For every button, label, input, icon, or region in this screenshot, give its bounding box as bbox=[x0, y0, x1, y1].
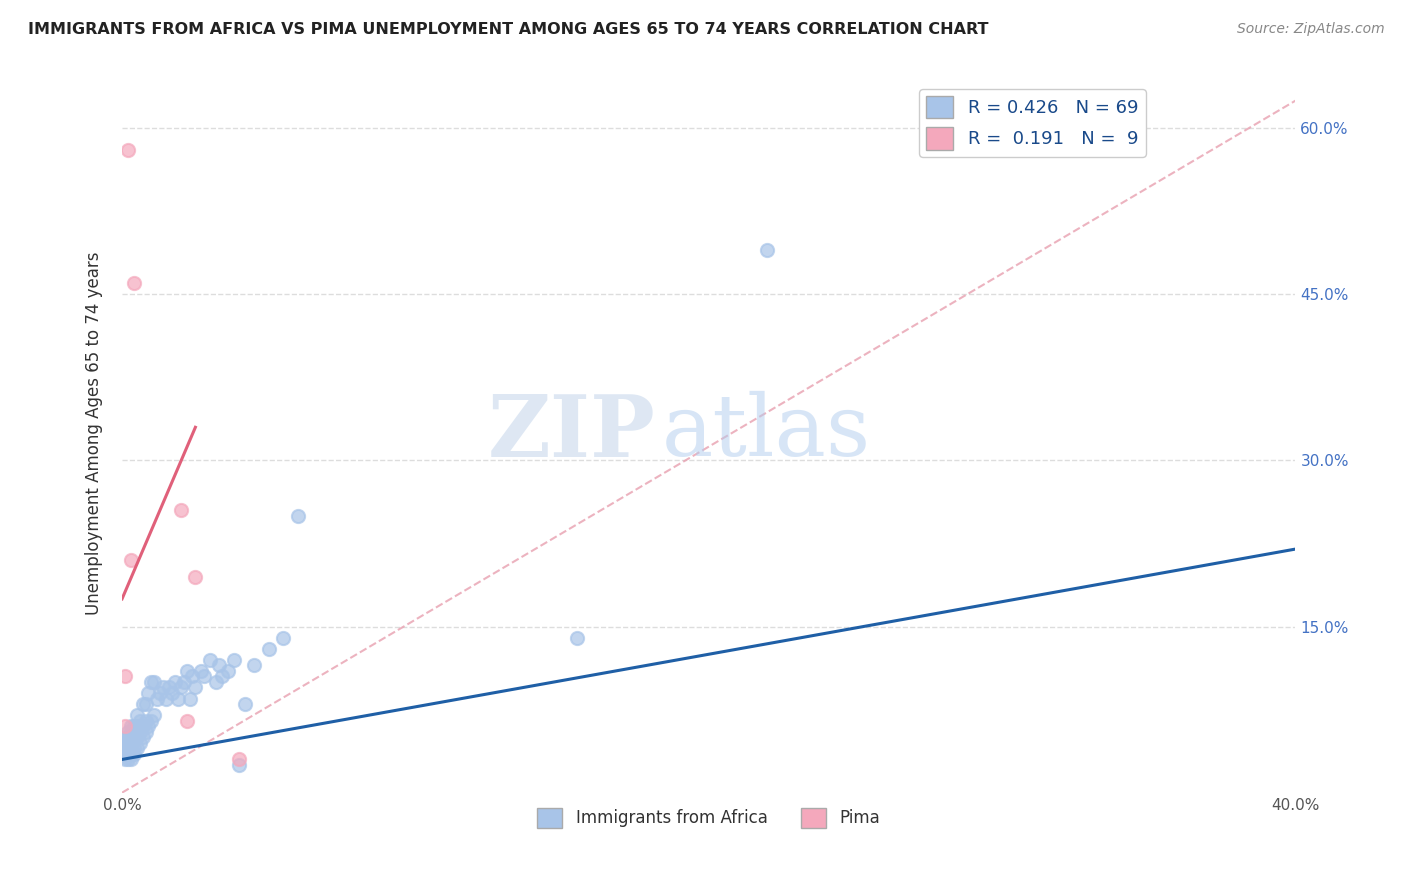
Point bbox=[176, 714, 198, 728]
Point bbox=[117, 724, 139, 739]
Point bbox=[217, 664, 239, 678]
Point bbox=[120, 719, 142, 733]
Point bbox=[228, 752, 250, 766]
Point bbox=[117, 731, 139, 745]
Point bbox=[173, 675, 195, 690]
Point bbox=[163, 675, 186, 690]
Point bbox=[117, 741, 139, 756]
Point bbox=[117, 736, 139, 750]
Point bbox=[141, 675, 163, 690]
Point bbox=[114, 747, 136, 761]
Point bbox=[181, 669, 204, 683]
Point bbox=[125, 708, 148, 723]
Point bbox=[114, 741, 136, 756]
Point bbox=[184, 681, 207, 695]
Point bbox=[138, 686, 160, 700]
Point bbox=[273, 631, 295, 645]
Point bbox=[193, 669, 215, 683]
Point bbox=[149, 686, 172, 700]
Point bbox=[128, 736, 150, 750]
Point bbox=[128, 724, 150, 739]
Point bbox=[122, 277, 145, 291]
Point bbox=[120, 553, 142, 567]
Point bbox=[222, 653, 245, 667]
Point bbox=[243, 658, 266, 673]
Y-axis label: Unemployment Among Ages 65 to 74 years: Unemployment Among Ages 65 to 74 years bbox=[86, 251, 103, 615]
Point bbox=[117, 752, 139, 766]
Legend: Immigrants from Africa, Pima: Immigrants from Africa, Pima bbox=[531, 801, 887, 835]
Point bbox=[228, 758, 250, 772]
Point bbox=[114, 752, 136, 766]
Point bbox=[146, 691, 169, 706]
Point bbox=[134, 714, 156, 728]
Point bbox=[157, 681, 180, 695]
Point bbox=[125, 731, 148, 745]
Point bbox=[211, 669, 233, 683]
Point bbox=[257, 641, 280, 656]
Point bbox=[122, 719, 145, 733]
Point bbox=[128, 714, 150, 728]
Point bbox=[184, 570, 207, 584]
Point bbox=[114, 669, 136, 683]
Point bbox=[134, 697, 156, 711]
Point bbox=[120, 747, 142, 761]
Text: atlas: atlas bbox=[662, 392, 870, 475]
Point bbox=[131, 697, 153, 711]
Point bbox=[120, 741, 142, 756]
Point bbox=[134, 724, 156, 739]
Point bbox=[122, 741, 145, 756]
Point bbox=[155, 691, 177, 706]
Point bbox=[117, 144, 139, 158]
Point bbox=[756, 243, 779, 257]
Point bbox=[170, 503, 193, 517]
Point bbox=[141, 714, 163, 728]
Point bbox=[170, 681, 193, 695]
Point bbox=[125, 719, 148, 733]
Point bbox=[179, 691, 201, 706]
Point bbox=[120, 731, 142, 745]
Point bbox=[160, 686, 183, 700]
Text: Source: ZipAtlas.com: Source: ZipAtlas.com bbox=[1237, 22, 1385, 37]
Point bbox=[131, 719, 153, 733]
Point bbox=[166, 691, 188, 706]
Point bbox=[176, 664, 198, 678]
Point bbox=[565, 631, 588, 645]
Point bbox=[198, 653, 221, 667]
Point bbox=[114, 719, 136, 733]
Point bbox=[120, 724, 142, 739]
Point bbox=[143, 708, 166, 723]
Point bbox=[143, 675, 166, 690]
Point bbox=[152, 681, 174, 695]
Point bbox=[122, 731, 145, 745]
Point bbox=[208, 658, 231, 673]
Point bbox=[233, 697, 256, 711]
Point bbox=[120, 752, 142, 766]
Point bbox=[117, 747, 139, 761]
Point bbox=[190, 664, 212, 678]
Point bbox=[131, 731, 153, 745]
Point bbox=[114, 736, 136, 750]
Text: IMMIGRANTS FROM AFRICA VS PIMA UNEMPLOYMENT AMONG AGES 65 TO 74 YEARS CORRELATIO: IMMIGRANTS FROM AFRICA VS PIMA UNEMPLOYM… bbox=[28, 22, 988, 37]
Point bbox=[138, 719, 160, 733]
Text: ZIP: ZIP bbox=[488, 391, 657, 475]
Point bbox=[205, 675, 228, 690]
Point bbox=[287, 508, 309, 523]
Point bbox=[125, 741, 148, 756]
Point bbox=[122, 747, 145, 761]
